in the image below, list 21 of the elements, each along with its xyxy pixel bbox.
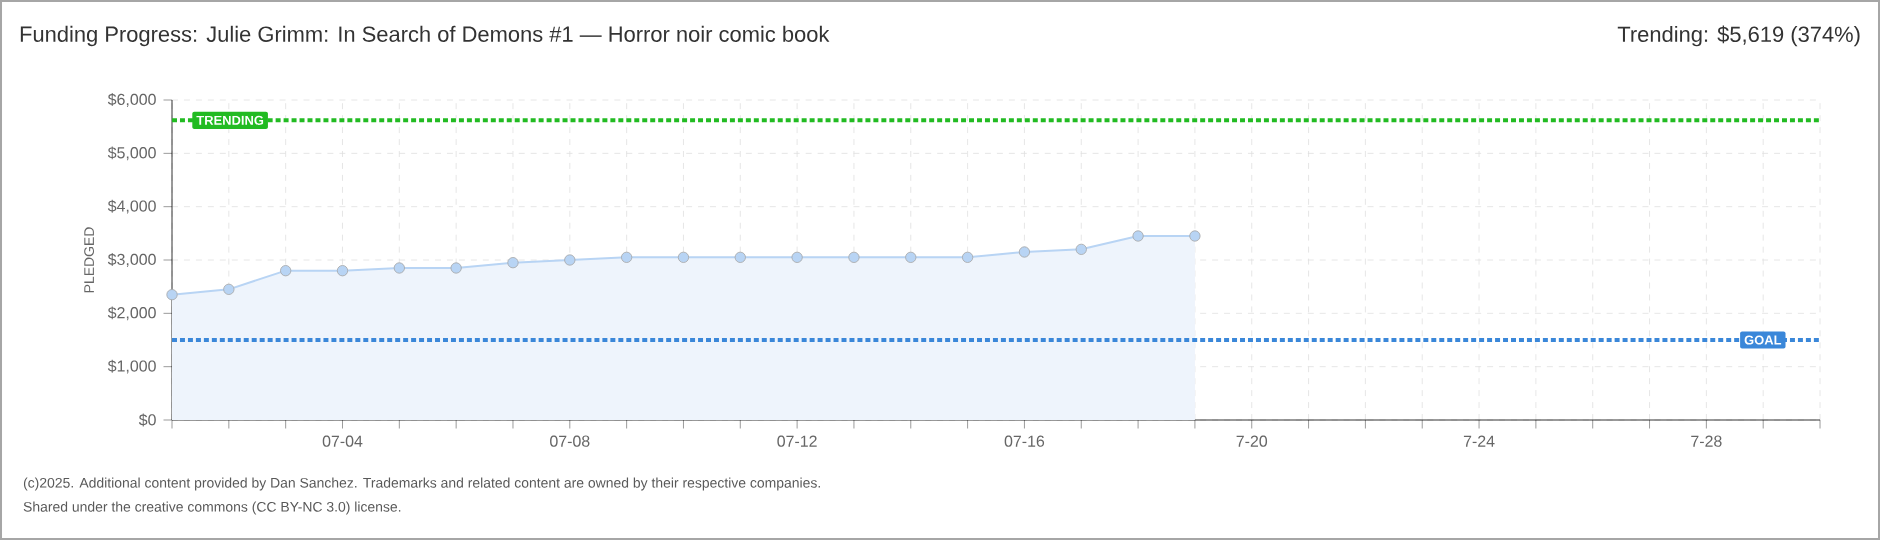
point bbox=[621, 251, 633, 263]
point bbox=[1018, 246, 1031, 258]
point bbox=[166, 289, 178, 301]
chart-title: Funding Progress: Julie Grimm: In Search of Demons #1 — Horror noir comic book bbox=[20, 25, 830, 47]
point bbox=[223, 283, 235, 295]
point bbox=[507, 257, 519, 269]
point bbox=[734, 251, 746, 263]
chart-subtitle: Trending: $5,619 (374%) bbox=[1617, 25, 1860, 47]
point bbox=[280, 265, 292, 277]
point bbox=[1189, 230, 1201, 242]
point bbox=[450, 262, 462, 274]
point bbox=[848, 251, 860, 263]
point bbox=[677, 251, 690, 263]
point bbox=[393, 262, 405, 274]
point bbox=[791, 251, 803, 263]
point bbox=[962, 251, 974, 263]
point bbox=[905, 251, 917, 263]
point bbox=[336, 265, 349, 277]
point bbox=[1075, 243, 1087, 255]
point bbox=[564, 254, 576, 266]
point bbox=[1132, 230, 1144, 242]
